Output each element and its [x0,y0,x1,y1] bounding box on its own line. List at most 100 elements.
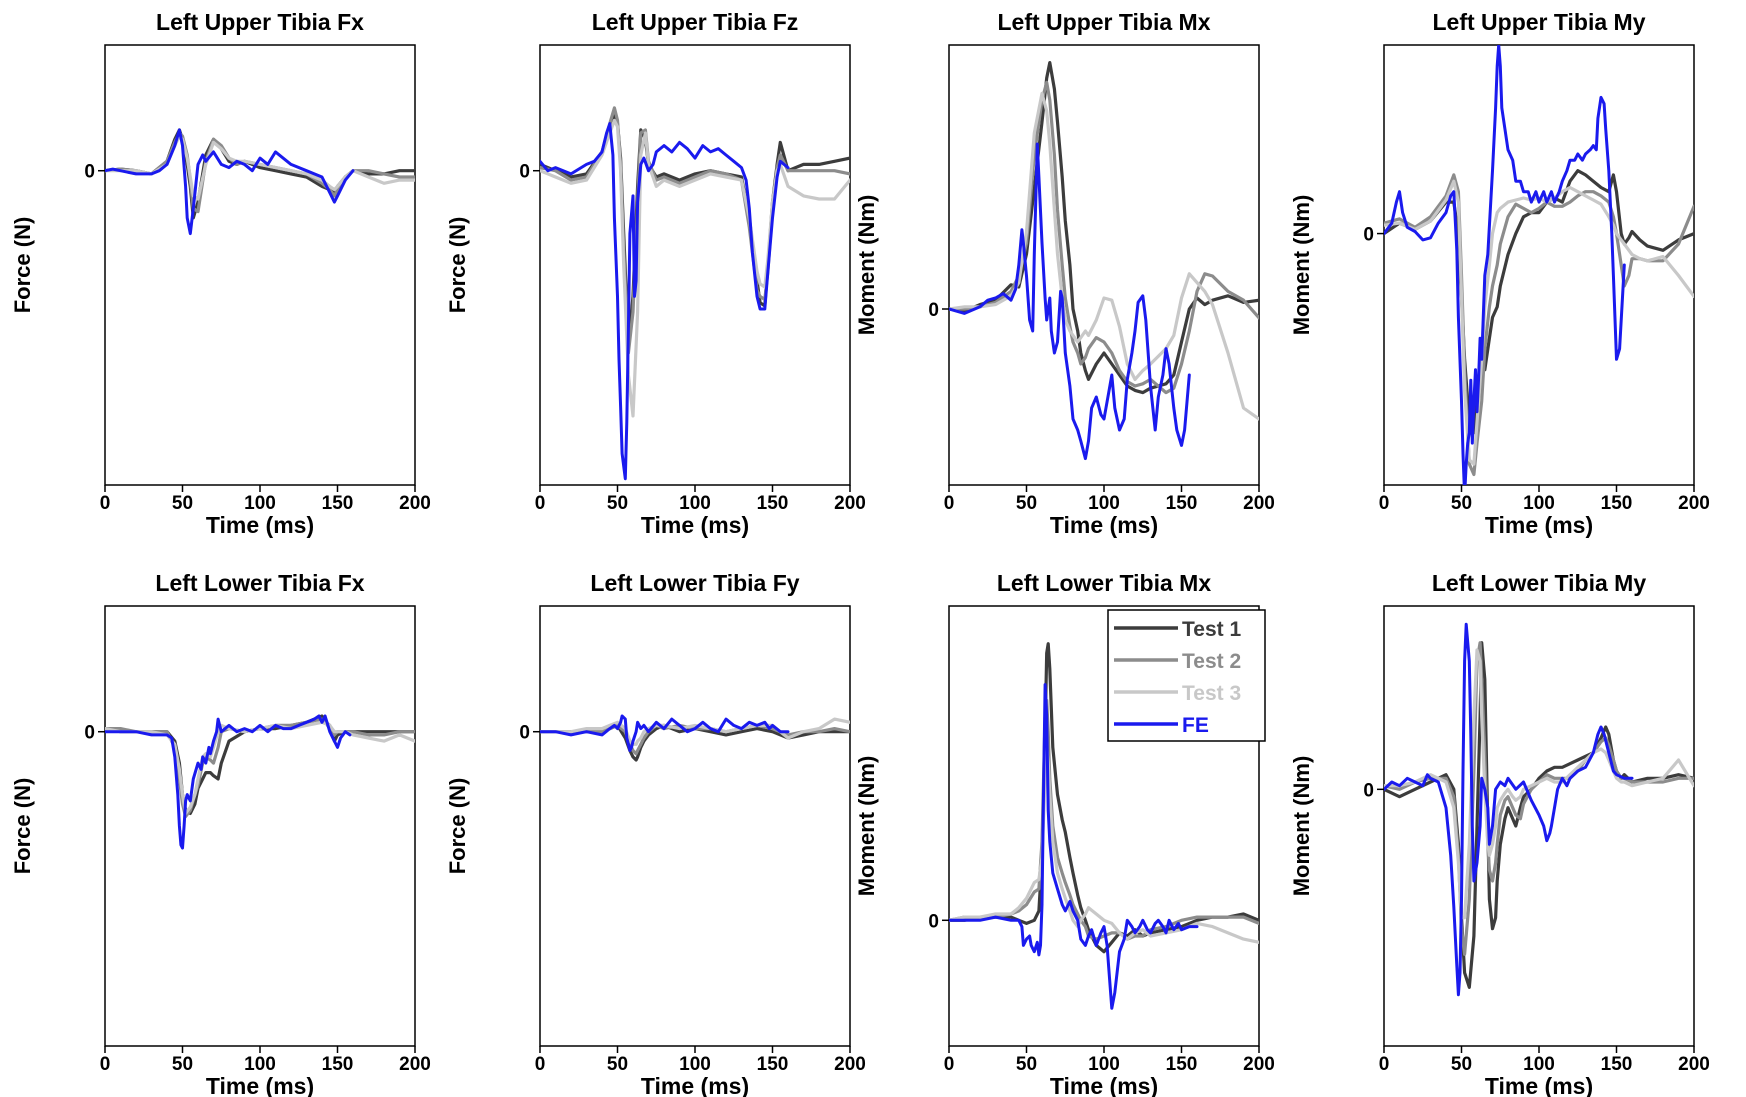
x-tick-label: 100 [1088,1054,1120,1075]
chart-title: Left Upper Tibia Fz [592,9,799,35]
series-group [540,714,850,762]
x-tick-label: 200 [399,1054,431,1075]
x-tick-label: 200 [834,1054,866,1075]
y-axis-label: Moment (Nm) [1289,195,1314,336]
x-tick-label: 150 [757,493,789,514]
x-tick-label: 0 [100,1054,111,1075]
x-tick-label: 100 [244,493,276,514]
x-tick-label: 50 [1016,493,1037,514]
chart-title: Left Lower Tibia Fy [590,570,799,596]
series-test-3-line [949,91,1259,421]
y-tick-label: 0 [519,162,530,183]
x-tick-label: 0 [535,1054,546,1075]
x-axis-label: Time (ms) [206,1073,314,1097]
series-group [105,714,415,850]
y-axis-label: Moment (Nm) [854,195,879,336]
y-tick-label: 0 [84,723,95,744]
chart-panel: 0 50 100 150 200 0 Left Upper Tibia Mx Time (ms… [854,9,1275,538]
x-axis-label: Time (ms) [1485,512,1593,538]
x-tick-label: 150 [1601,493,1633,514]
x-tick-label: 200 [1243,1054,1275,1075]
y-axis-label: Force (N) [445,778,470,875]
chart-title: Left Lower Tibia Mx [997,570,1211,596]
legend-label: Test 1 [1182,618,1241,641]
y-axis-label: Moment (Nm) [1289,756,1314,897]
x-axis-label: Time (ms) [641,1073,749,1097]
plot-frame [104,44,416,486]
series-test-1-line [949,642,1259,954]
y-tick-label: 0 [1363,225,1374,246]
series-fe-line [949,142,1191,461]
plot-frame [539,44,851,486]
chart-title: Left Lower Tibia My [1432,570,1646,596]
series-group [540,106,850,481]
series-fe-line [1384,622,1634,997]
series-fe-line [105,128,355,236]
x-axis-label: Time (ms) [1050,512,1158,538]
x-tick-label: 100 [1523,493,1555,514]
chart-panel: 0 50 100 150 200 0 Left Upper Tibia My Time (ms… [1289,9,1710,538]
x-tick-label: 150 [1166,493,1198,514]
chart-panel: 0 50 100 150 200 0 Left Upper Tibia Fz Time (ms… [445,9,866,538]
legend-label: Test 3 [1182,682,1241,705]
series-fe-line [1384,45,1626,485]
x-tick-label: 0 [1379,493,1390,514]
x-tick-label: 200 [1243,493,1275,514]
x-axis-label: Time (ms) [1485,1073,1593,1097]
series-group [1384,622,1694,997]
y-axis-label: Force (N) [10,778,35,875]
series-fe-line [540,714,790,753]
y-axis-label: Force (N) [445,217,470,314]
y-tick-label: 0 [1363,780,1374,801]
series-group [949,642,1259,1010]
x-tick-label: 0 [535,493,546,514]
series-group [949,61,1259,461]
x-tick-label: 50 [172,1054,193,1075]
chart-panel: 0 50 100 150 200 0 Left Lower Tibia Fx Time (ms… [10,570,431,1097]
chart-title: Left Upper Tibia Fx [156,9,364,35]
x-tick-label: 150 [322,493,354,514]
x-tick-label: 200 [1678,493,1710,514]
plot-frame [539,605,851,1047]
x-axis-label: Time (ms) [206,512,314,538]
x-tick-label: 150 [1601,1054,1633,1075]
series-test-2-line [540,106,850,355]
y-tick-label: 0 [928,300,939,321]
x-axis-label: Time (ms) [641,512,749,538]
x-tick-label: 200 [1678,1054,1710,1075]
series-fe-line [105,714,352,850]
plot-frame [104,605,416,1047]
x-tick-label: 0 [944,493,955,514]
x-tick-label: 150 [757,1054,789,1075]
x-tick-label: 50 [172,493,193,514]
series-test-1-line [949,61,1259,395]
x-tick-label: 100 [244,1054,276,1075]
chart-panel: 0 50 100 150 200 0 Left Lower Tibia Fy Time (ms… [445,570,866,1097]
y-axis-label: Force (N) [10,217,35,314]
series-test-2-line [949,698,1259,941]
chart-title: Left Upper Tibia My [1433,9,1646,35]
series-group [105,128,415,236]
x-tick-label: 0 [100,493,111,514]
plot-frame [1383,44,1695,486]
x-tick-label: 200 [399,493,431,514]
series-group [1384,45,1694,485]
chart-panel: 0 50 100 150 200 0 Left Upper Tibia Fx Time (ms… [10,9,431,538]
x-tick-label: 100 [1523,1054,1555,1075]
series-fe-line [949,683,1199,1010]
series-fe-line [540,122,790,481]
x-tick-label: 50 [1451,1054,1472,1075]
x-tick-label: 50 [607,493,628,514]
series-test-3-line [949,745,1259,944]
x-tick-label: 150 [322,1054,354,1075]
y-tick-label: 0 [928,911,939,932]
y-tick-label: 0 [519,723,530,744]
x-tick-label: 0 [944,1054,955,1075]
x-tick-label: 100 [679,1054,711,1075]
legend-label: FE [1182,714,1209,737]
y-axis-label: Moment (Nm) [854,756,879,897]
chart-panel: 0 50 100 150 200 0 Left Lower Tibia My Time (ms… [1289,570,1710,1097]
legend-label: Test 2 [1182,650,1241,673]
legend: Test 1 Test 2 Test 3 FE [1107,609,1266,742]
